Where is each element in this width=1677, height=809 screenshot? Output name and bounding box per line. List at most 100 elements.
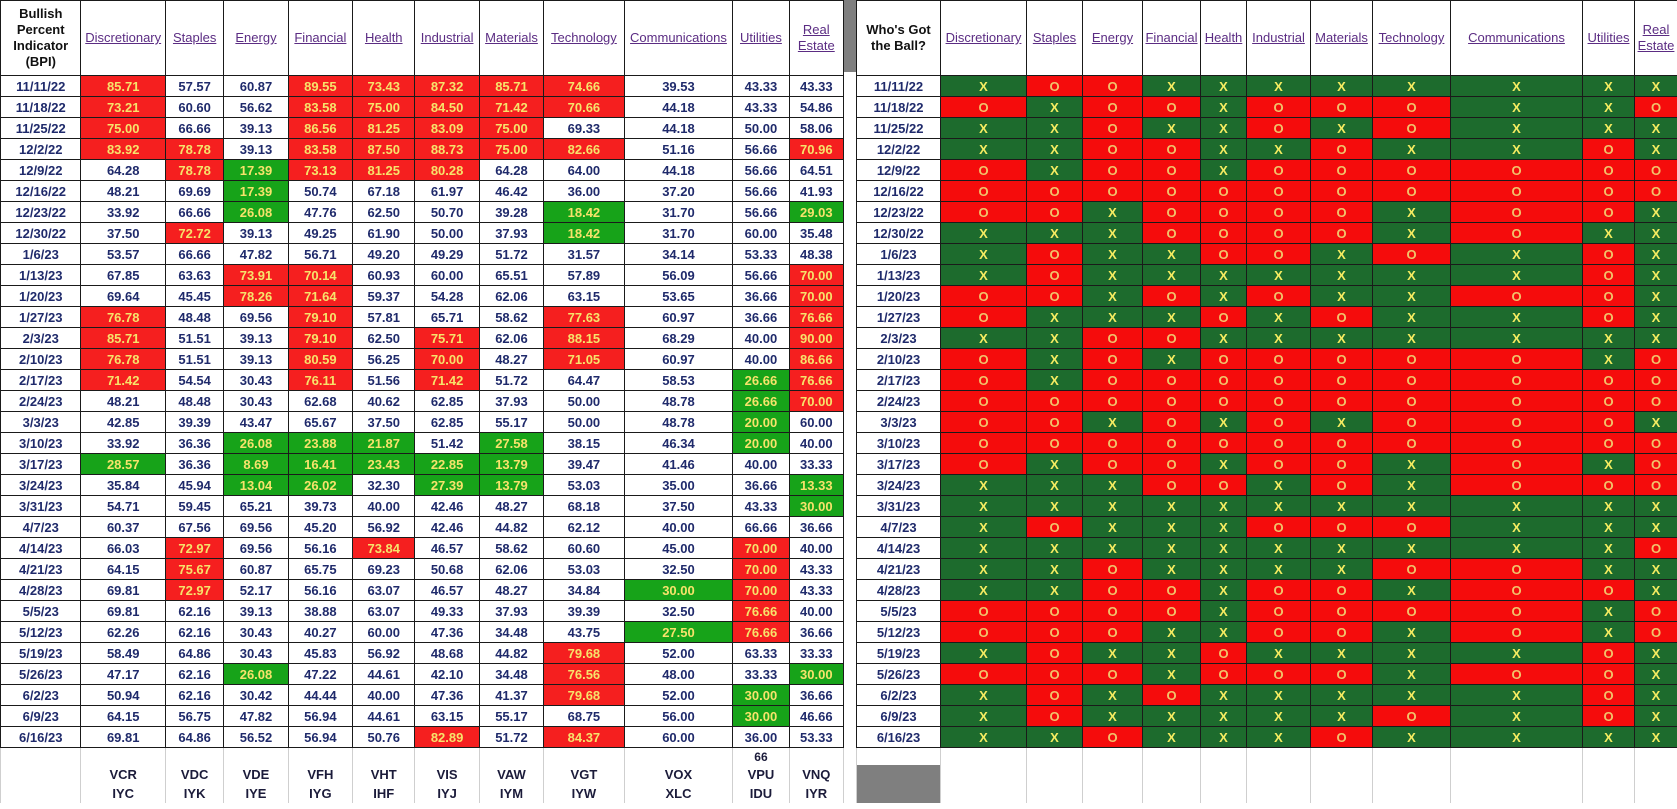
- signal-cell[interactable]: X: [1026, 495, 1083, 517]
- bpi-value-cell[interactable]: 85.71: [478, 75, 545, 97]
- signal-cell[interactable]: O: [1200, 432, 1247, 454]
- date-cell[interactable]: 6/2/23: [856, 684, 941, 706]
- bpi-value-cell[interactable]: 57.89: [543, 264, 625, 286]
- bpi-value-cell[interactable]: 8.69: [223, 453, 289, 475]
- date-cell[interactable]: 5/26/23: [856, 663, 941, 685]
- signal-cell[interactable]: O: [1582, 684, 1635, 706]
- signal-cell[interactable]: O: [1082, 159, 1143, 181]
- signal-cell[interactable]: X: [940, 327, 1027, 349]
- bpi-value-cell[interactable]: 40.27: [287, 621, 354, 643]
- date-cell[interactable]: 6/16/23: [0, 726, 82, 748]
- bpi-value-cell[interactable]: 70.14: [287, 264, 354, 286]
- bpi-value-cell[interactable]: 75.00: [80, 117, 166, 139]
- signal-cell[interactable]: X: [1634, 264, 1677, 286]
- bpi-value-cell[interactable]: 43.33: [788, 558, 845, 580]
- signal-cell[interactable]: O: [1310, 159, 1373, 181]
- signal-cell[interactable]: O: [1634, 621, 1677, 643]
- signal-cell[interactable]: O: [1634, 369, 1677, 391]
- date-cell[interactable]: 6/2/23: [0, 684, 82, 706]
- bpi-value-cell[interactable]: 62.06: [478, 327, 545, 349]
- bpi-value-cell[interactable]: 71.42: [478, 96, 545, 118]
- bpi-value-cell[interactable]: 42.46: [414, 516, 480, 538]
- bpi-value-cell[interactable]: 83.58: [287, 138, 354, 160]
- bpi-value-cell[interactable]: 44.82: [478, 516, 545, 538]
- signal-cell[interactable]: O: [1142, 411, 1201, 433]
- signal-cell[interactable]: X: [1026, 453, 1083, 475]
- bpi-value-cell[interactable]: 44.18: [623, 96, 734, 118]
- signal-cell[interactable]: X: [1246, 495, 1311, 517]
- bpi-value-cell[interactable]: 89.55: [287, 75, 354, 97]
- signal-cell[interactable]: X: [1026, 369, 1083, 391]
- signal-cell[interactable]: O: [1310, 306, 1373, 328]
- bpi-value-cell[interactable]: 70.00: [788, 264, 845, 286]
- bpi-value-cell[interactable]: 47.82: [223, 705, 289, 727]
- bpi-value-cell[interactable]: 63.07: [352, 579, 416, 601]
- signal-cell[interactable]: O: [1582, 579, 1635, 601]
- bpi-value-cell[interactable]: 56.71: [287, 243, 354, 265]
- signal-cell[interactable]: O: [1142, 432, 1201, 454]
- bpi-value-cell[interactable]: 30.00: [788, 663, 845, 685]
- bpi-value-cell[interactable]: 39.13: [223, 117, 289, 139]
- signal-cell[interactable]: X: [1026, 117, 1083, 139]
- date-cell[interactable]: 3/24/23: [0, 474, 82, 496]
- signal-cell[interactable]: X: [940, 726, 1027, 748]
- bpi-value-cell[interactable]: 70.00: [732, 558, 790, 580]
- bpi-value-cell[interactable]: 75.00: [478, 117, 545, 139]
- signal-cell[interactable]: X: [1026, 306, 1083, 328]
- signal-cell[interactable]: X: [1082, 474, 1143, 496]
- bpi-value-cell[interactable]: 50.76: [352, 726, 416, 748]
- signal-cell[interactable]: X: [1246, 726, 1311, 748]
- signal-cell[interactable]: O: [1142, 369, 1201, 391]
- signal-cell[interactable]: X: [1082, 705, 1143, 727]
- signal-cell[interactable]: O: [1082, 600, 1143, 622]
- sector-link-technology[interactable]: Technology: [551, 30, 617, 45]
- signal-cell[interactable]: O: [1246, 369, 1311, 391]
- signal-cell[interactable]: X: [1634, 327, 1677, 349]
- bpi-value-cell[interactable]: 72.97: [164, 537, 225, 559]
- bpi-value-cell[interactable]: 71.05: [543, 348, 625, 370]
- signal-cell[interactable]: X: [1246, 327, 1311, 349]
- bpi-value-cell[interactable]: 75.00: [352, 96, 416, 118]
- bpi-value-cell[interactable]: 67.85: [80, 264, 166, 286]
- bpi-value-cell[interactable]: 50.00: [543, 390, 625, 412]
- bpi-value-cell[interactable]: 69.56: [223, 306, 289, 328]
- bpi-value-cell[interactable]: 64.47: [543, 369, 625, 391]
- signal-cell[interactable]: O: [1082, 558, 1143, 580]
- bpi-value-cell[interactable]: 87.32: [414, 75, 480, 97]
- signal-cell[interactable]: X: [1372, 327, 1451, 349]
- bpi-value-cell[interactable]: 40.00: [732, 327, 790, 349]
- bpi-value-cell[interactable]: 80.28: [414, 159, 480, 181]
- signal-cell[interactable]: O: [1200, 243, 1247, 265]
- bpi-value-cell[interactable]: 37.50: [352, 411, 416, 433]
- signal-cell[interactable]: O: [1200, 369, 1247, 391]
- signal-cell[interactable]: O: [1634, 474, 1677, 496]
- signal-cell[interactable]: X: [1200, 117, 1247, 139]
- signal-cell[interactable]: O: [1142, 390, 1201, 412]
- signal-cell[interactable]: O: [940, 453, 1027, 475]
- signal-cell[interactable]: O: [1310, 432, 1373, 454]
- signal-cell[interactable]: X: [1634, 75, 1677, 97]
- signal-cell[interactable]: O: [1582, 705, 1635, 727]
- bpi-value-cell[interactable]: 43.33: [732, 75, 790, 97]
- bpi-value-cell[interactable]: 76.66: [788, 369, 845, 391]
- bpi-value-cell[interactable]: 68.75: [543, 705, 625, 727]
- signal-cell[interactable]: X: [1310, 411, 1373, 433]
- bpi-value-cell[interactable]: 75.00: [478, 138, 545, 160]
- signal-cell[interactable]: X: [1026, 327, 1083, 349]
- bpi-value-cell[interactable]: 48.38: [788, 243, 845, 265]
- bpi-value-cell[interactable]: 50.68: [414, 558, 480, 580]
- signal-cell[interactable]: X: [1200, 705, 1247, 727]
- bpi-value-cell[interactable]: 69.56: [223, 537, 289, 559]
- signal-cell[interactable]: X: [1026, 579, 1083, 601]
- bpi-value-cell[interactable]: 43.33: [732, 495, 790, 517]
- signal-cell[interactable]: O: [1082, 579, 1143, 601]
- signal-cell[interactable]: X: [1450, 96, 1583, 118]
- bpi-value-cell[interactable]: 73.13: [287, 159, 354, 181]
- bpi-value-cell[interactable]: 56.94: [287, 726, 354, 748]
- date-cell[interactable]: 3/31/23: [856, 495, 941, 517]
- signal-cell[interactable]: O: [1082, 453, 1143, 475]
- bpi-value-cell[interactable]: 60.93: [352, 264, 416, 286]
- date-cell[interactable]: 1/27/23: [0, 306, 82, 328]
- bpi-value-cell[interactable]: 54.54: [164, 369, 225, 391]
- bpi-value-cell[interactable]: 33.33: [788, 642, 845, 664]
